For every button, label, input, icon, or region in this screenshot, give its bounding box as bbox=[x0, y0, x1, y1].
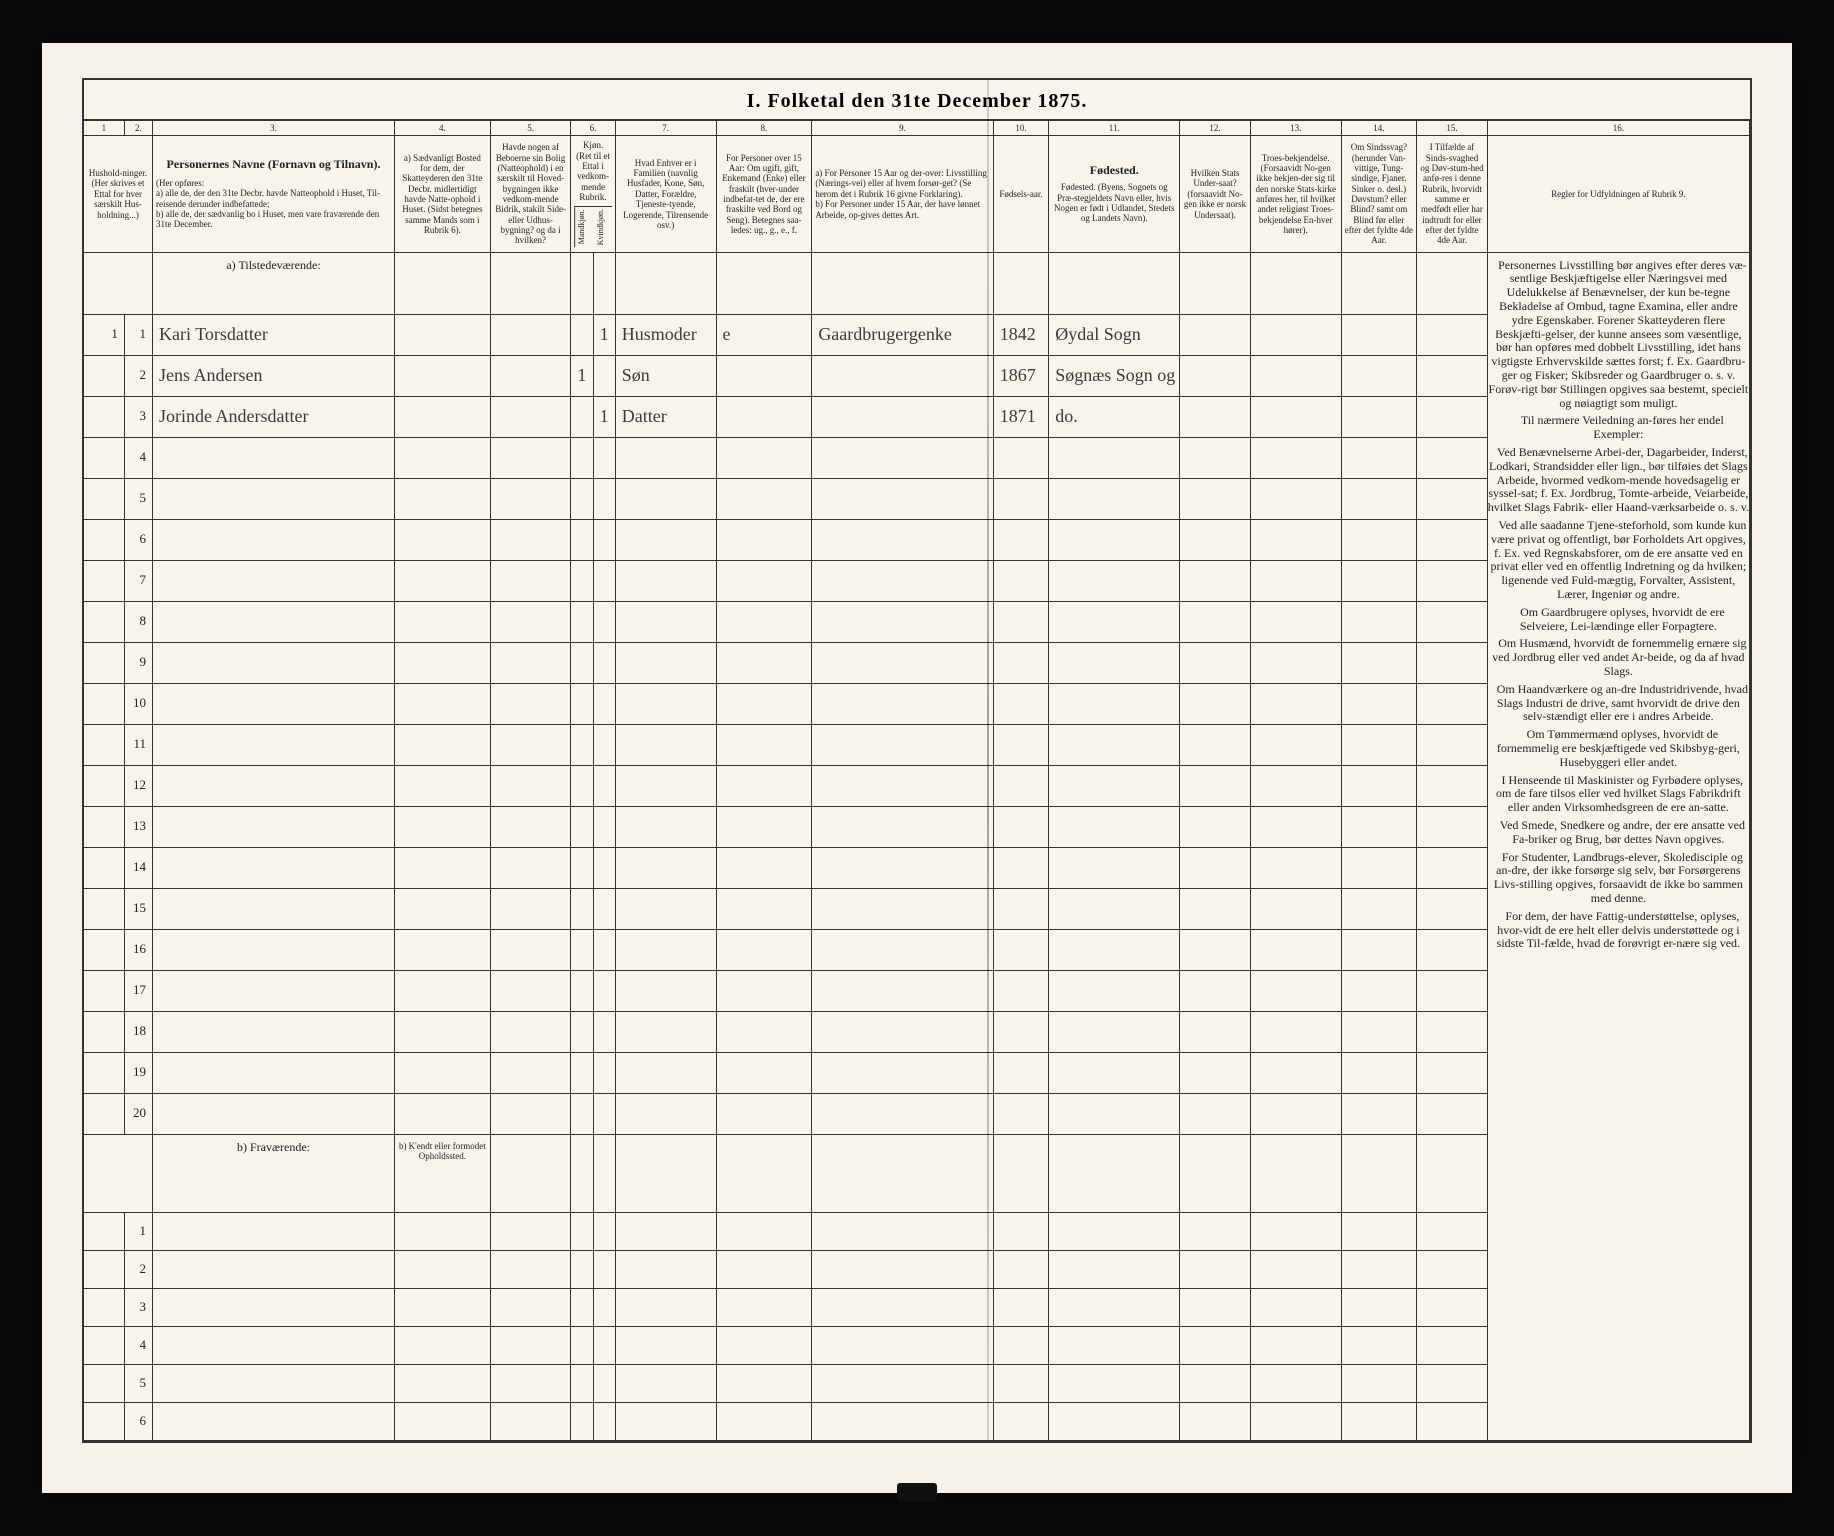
book-binding bbox=[897, 1483, 937, 1501]
table-body: a) Tilstedeværende:Personernes Livsstill… bbox=[84, 252, 1750, 1440]
col-6-title: Kjøn. (Ret til et Ettal i vedkom-mende R… bbox=[574, 140, 611, 202]
col-13-header: Troes-bekjendelse. (Forsaavidt No-gen ik… bbox=[1250, 136, 1341, 252]
col-5-header: Havde nogen af Beboerne sin Bolig (Natte… bbox=[490, 136, 571, 252]
rules-text: Personernes Livsstilling bør angives eft… bbox=[1487, 252, 1749, 1440]
col-14-header: Om Sindssvag? (herunder Van-vittige, Tun… bbox=[1341, 136, 1417, 252]
census-table: 12.3.4.5.6.7.8.9.10.11.12.13.14.15.16. H… bbox=[84, 121, 1750, 1441]
col-3-body: (Her opføres: a) alle de, der den 31te D… bbox=[156, 178, 391, 230]
column-header-row: Hushold-ninger. (Her skrives et Ettal fo… bbox=[84, 136, 1750, 252]
col-6a: Mandkjøn. bbox=[574, 207, 593, 247]
section-a-row: a) Tilstedeværende:Personernes Livsstill… bbox=[84, 252, 1750, 314]
column-number-row: 12.3.4.5.6.7.8.9.10.11.12.13.14.15.16. bbox=[84, 121, 1750, 136]
col-7-header: Hvad Enhver er i Familien (navnlig Husfa… bbox=[615, 136, 716, 252]
col-12-header: Hvilken Stats Under-saat? (forsaavidt No… bbox=[1180, 136, 1251, 252]
col-1-2-header: Hushold-ninger. (Her skrives et Ettal fo… bbox=[84, 136, 153, 252]
col-11-header: Fødested. Fødested. (Byens, Sognets og P… bbox=[1049, 136, 1180, 252]
page-title: I. Folketal den 31te December 1875. bbox=[84, 80, 1750, 121]
col-8-header: For Personer over 15 Aar: Om ugift, gift… bbox=[716, 136, 812, 252]
col-10-header: Fødsels-aar. bbox=[993, 136, 1048, 252]
scanned-page: I. Folketal den 31te December 1875. 12.3… bbox=[42, 43, 1792, 1493]
col-6-header: Kjøn. (Ret til et Ettal i vedkom-mende R… bbox=[571, 136, 615, 252]
col-3-header: Personernes Navne (Fornavn og Tilnavn). … bbox=[153, 136, 395, 252]
form-sheet: I. Folketal den 31te December 1875. 12.3… bbox=[82, 78, 1752, 1443]
col-6b: Kvindkjøn. bbox=[594, 207, 612, 247]
col-11-body: Fødested. (Byens, Sognets og Præ-stegjel… bbox=[1052, 182, 1176, 223]
col-15-header: I Tilfælde af Sinds-svaghed og Døv-stum-… bbox=[1417, 136, 1488, 252]
col-9-header: a) For Personer 15 Aar og der-over: Livs… bbox=[812, 136, 993, 252]
col-4-header: a) Sædvanligt Bosted for dem, der Skatte… bbox=[394, 136, 490, 252]
col-3-title: Personernes Navne (Fornavn og Tilnavn). bbox=[156, 158, 391, 172]
col-16-header: Regler for Udfyldningen af Rubrik 9. bbox=[1487, 136, 1749, 252]
